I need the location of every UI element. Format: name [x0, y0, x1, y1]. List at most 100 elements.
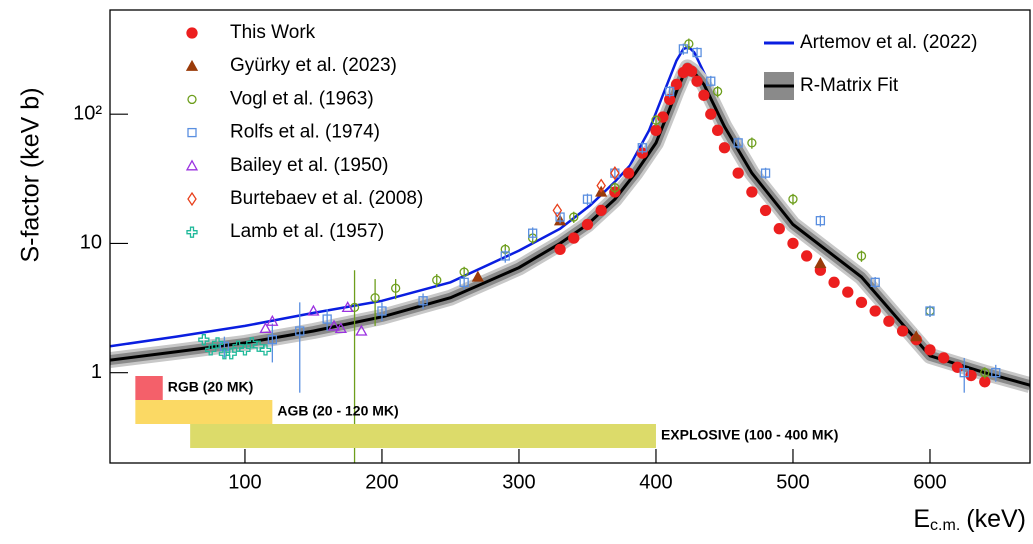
- data-point: [801, 250, 813, 262]
- data-point: [259, 344, 272, 356]
- data-point: [471, 270, 484, 282]
- data-point: [307, 304, 320, 316]
- data-point: [684, 39, 694, 49]
- data-point: [925, 306, 935, 316]
- data-point: [259, 322, 272, 334]
- data-point: [581, 218, 594, 231]
- data-point: [355, 324, 368, 336]
- data-point: [186, 27, 198, 39]
- legend-label: Rolfs et al. (1974): [230, 122, 380, 143]
- band-label: RGB (20 MK): [168, 379, 254, 395]
- data-point: [205, 344, 217, 356]
- data-point: [266, 314, 279, 326]
- legend-label: Burtebaev et al. (2008): [230, 188, 423, 209]
- data-point: [712, 86, 723, 97]
- data-point: [187, 191, 197, 207]
- data-point: [650, 124, 662, 136]
- data-point: [610, 165, 620, 181]
- data-point: [773, 223, 785, 235]
- data-point: [267, 335, 278, 345]
- data-point: [596, 178, 606, 193]
- data-point: [870, 277, 880, 287]
- data-point: [959, 368, 969, 378]
- data-point: [706, 76, 716, 86]
- data-point: [500, 251, 510, 261]
- data-point: [692, 47, 702, 58]
- data-point: [883, 315, 895, 327]
- x-axis-unit: (keV): [966, 505, 1026, 533]
- data-point: [432, 275, 442, 285]
- y-axis-title: S-factor (keV b): [17, 87, 45, 262]
- legend-label: Lamb et al. (1957): [230, 221, 384, 242]
- data-point: [732, 167, 744, 179]
- data-point: [187, 94, 197, 105]
- data-point: [637, 143, 647, 153]
- temperature-band: [135, 400, 273, 424]
- data-point: [733, 138, 743, 148]
- data-point: [391, 283, 401, 293]
- x-tick-label: 200: [365, 471, 398, 493]
- data-point: [665, 86, 675, 97]
- data-point: [828, 276, 840, 288]
- data-point: [186, 226, 198, 238]
- data-point: [219, 341, 230, 351]
- data-point: [554, 243, 566, 255]
- data-point: [552, 203, 563, 218]
- data-point: [991, 368, 1001, 378]
- data-point: [198, 334, 210, 346]
- legend-label: Bailey et al. (1950): [230, 155, 388, 176]
- data-point: [295, 326, 305, 336]
- data-point: [334, 322, 347, 334]
- y-tick-label: 1: [91, 361, 102, 383]
- x-tick-label: 300: [502, 471, 535, 493]
- data-point: [856, 251, 867, 261]
- data-point: [322, 314, 332, 324]
- legend-label: Artemov et al. (2022): [800, 32, 977, 53]
- data-point: [377, 306, 387, 316]
- data-point: [211, 337, 224, 349]
- data-point: [678, 44, 689, 54]
- data-point: [760, 168, 771, 178]
- data-point: [842, 286, 854, 298]
- data-point: [980, 368, 990, 378]
- x-axis-title: Ec.m. (keV): [913, 505, 1026, 535]
- data-point: [225, 348, 237, 360]
- data-point: [759, 204, 772, 217]
- data-point: [787, 237, 799, 250]
- plot-frame: [109, 9, 1031, 464]
- plot-area: [110, 38, 1030, 463]
- x-tick-label: 500: [776, 471, 809, 493]
- data-point: [910, 330, 923, 342]
- data-point: [595, 204, 607, 217]
- data-point: [528, 228, 538, 238]
- data-point: [855, 296, 868, 309]
- y-tick-label: 10²: [73, 102, 102, 124]
- data-point: [582, 194, 593, 204]
- data-point: [418, 296, 428, 306]
- data-point: [698, 89, 710, 101]
- data-point: [746, 186, 758, 198]
- data-point: [815, 216, 826, 226]
- data-point: [341, 301, 354, 313]
- data-point: [705, 108, 717, 120]
- data-point: [938, 352, 950, 364]
- data-point: [185, 59, 199, 71]
- data-point: [622, 167, 635, 179]
- band-label: EXPLOSIVE (100 - 400 MK): [661, 427, 838, 443]
- data-point: [459, 277, 469, 287]
- data-point: [747, 138, 757, 148]
- x-axis-symbol: E: [913, 505, 930, 533]
- data-point: [651, 115, 661, 125]
- band-label: AGB (20 - 120 MK): [277, 403, 398, 419]
- data-point: [370, 293, 380, 303]
- legend-label: Gyürky et al. (2023): [230, 55, 397, 76]
- legend-label: Vogl et al. (1963): [230, 88, 374, 109]
- temperature-band: [190, 424, 656, 448]
- x-tick-label: 100: [228, 471, 261, 493]
- data-point: [788, 194, 798, 204]
- data-point: [610, 183, 620, 193]
- data-point: [814, 257, 827, 269]
- data-point: [568, 232, 580, 244]
- data-point: [718, 142, 731, 154]
- legend-label: This Work: [230, 22, 316, 43]
